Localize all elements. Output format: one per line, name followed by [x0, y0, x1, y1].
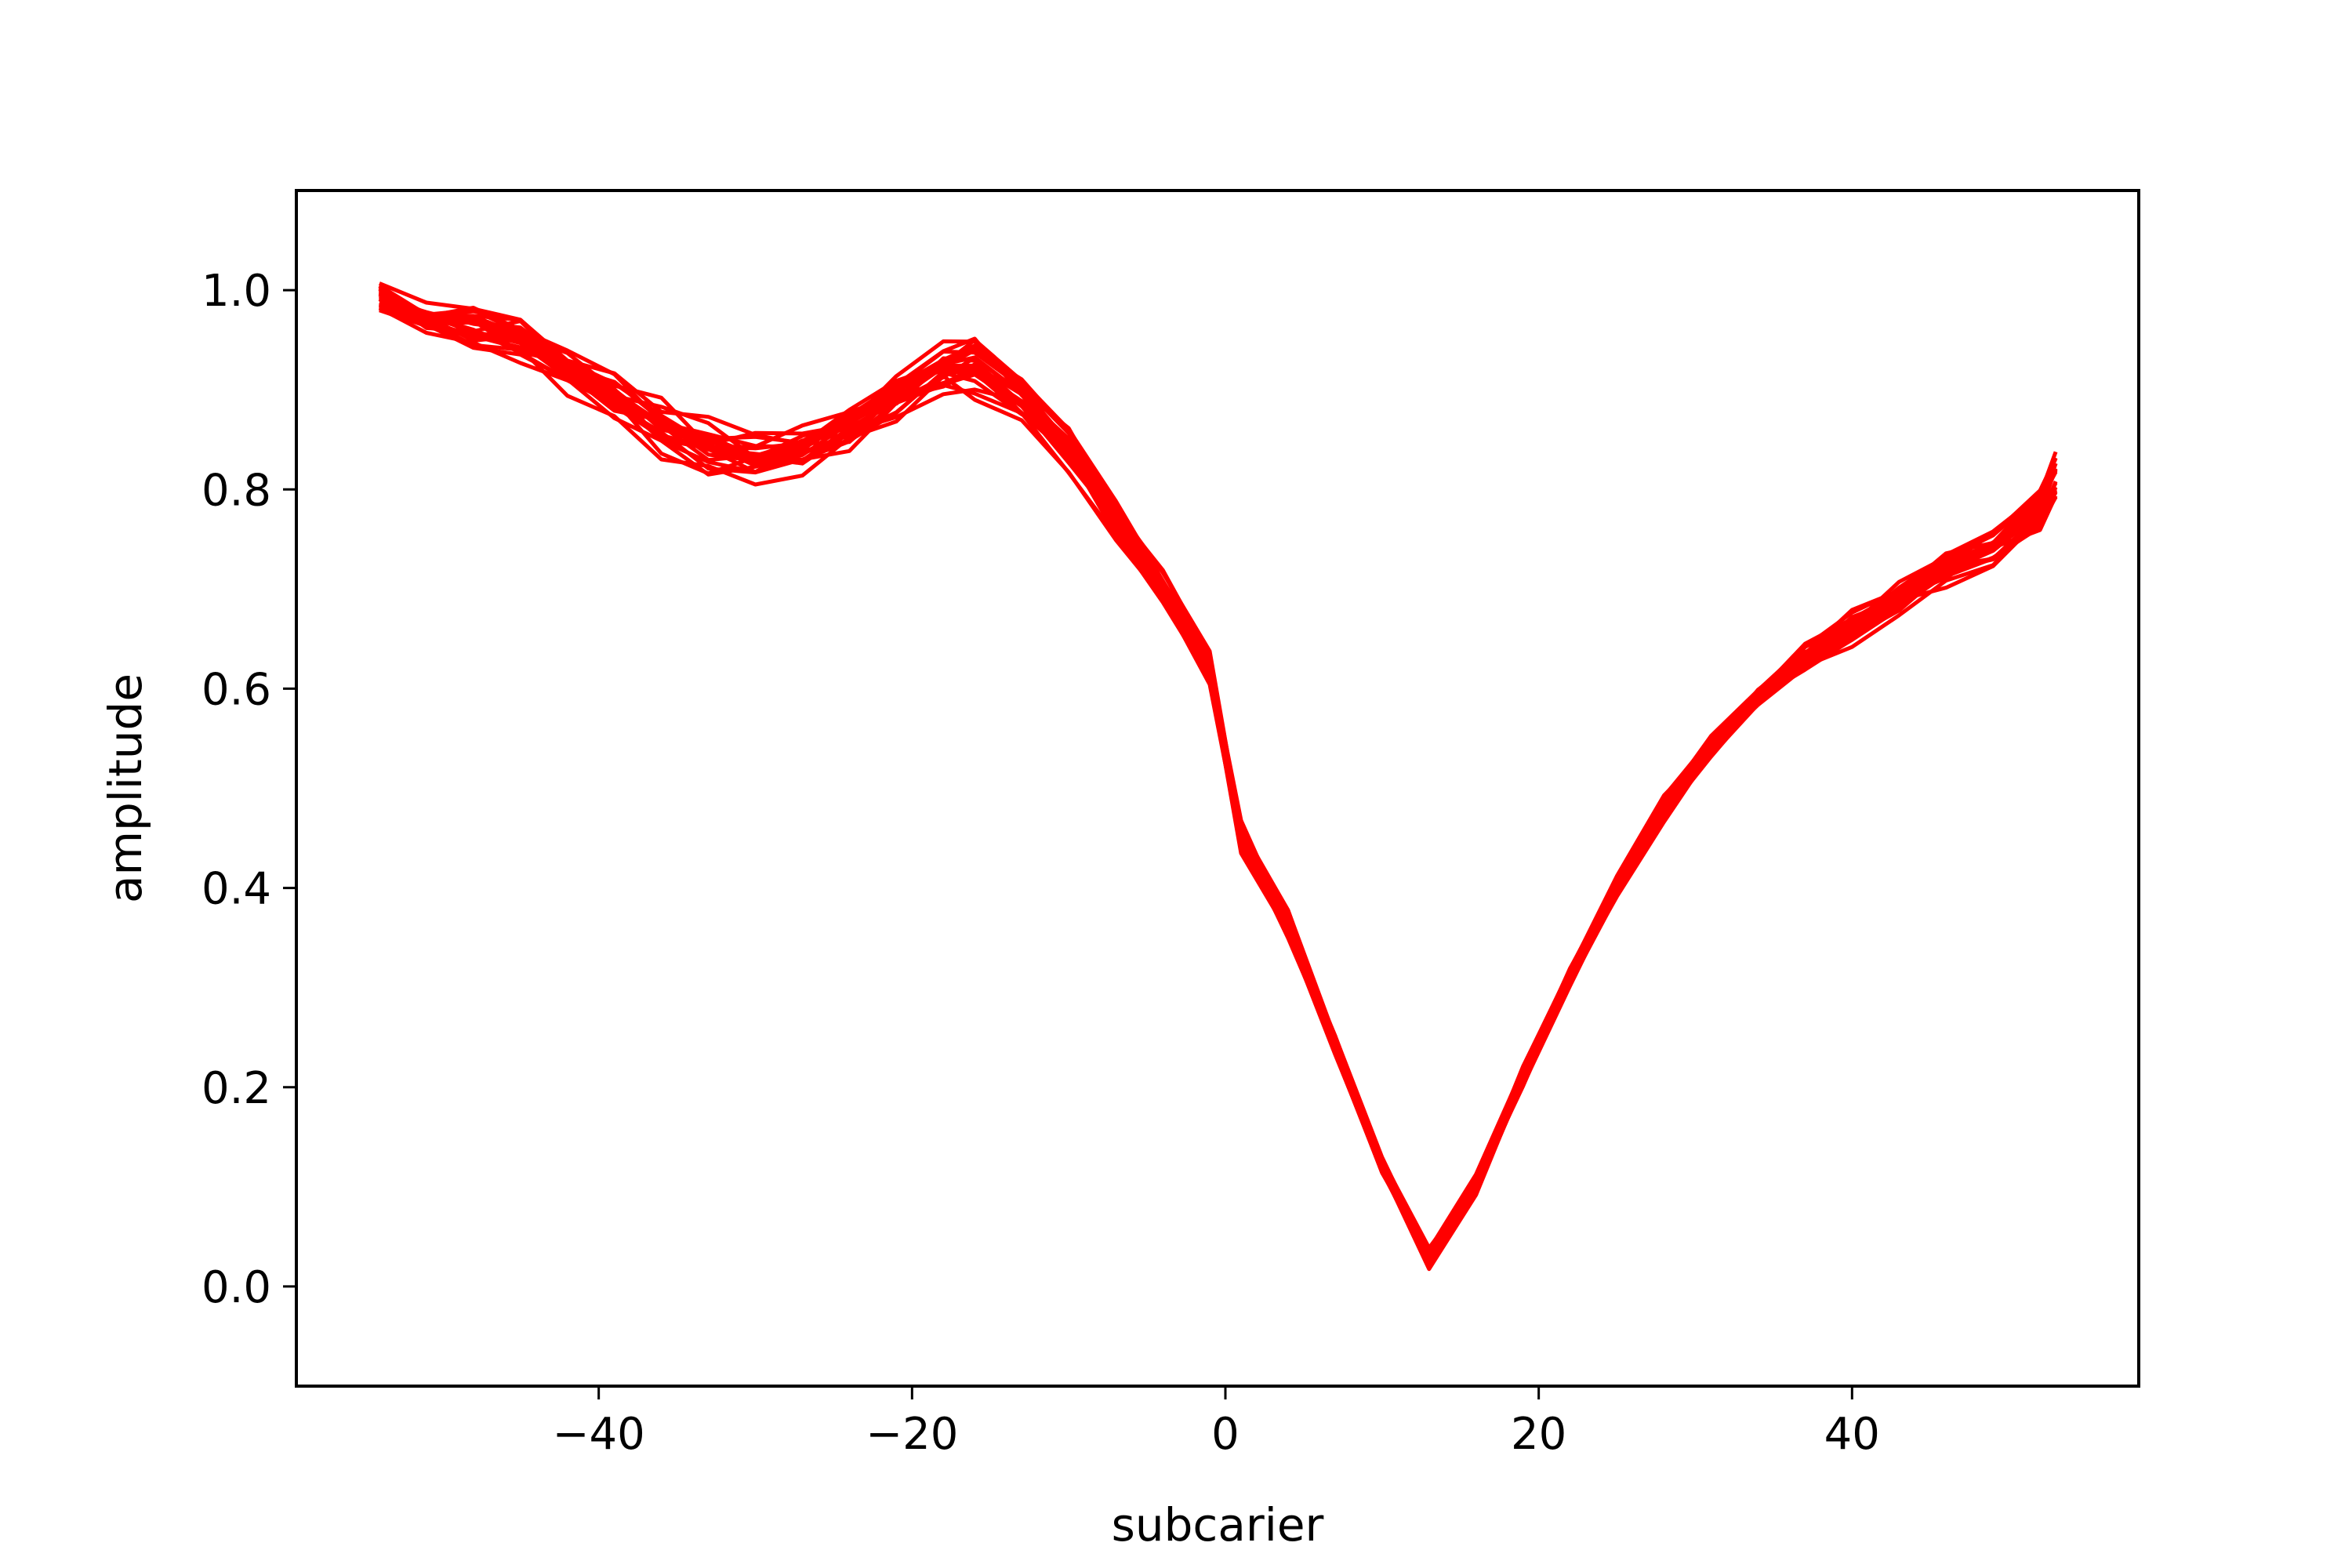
y-tick-label: 0.0	[201, 1262, 271, 1313]
x-tick-label: 20	[1511, 1409, 1566, 1460]
ticks-layer: −40 −20 0 20 40 0.0 0.2 0.4 0.6 0.8 1.0	[201, 266, 1880, 1460]
y-tick-label: 0.6	[201, 664, 271, 715]
amplitude-trace	[379, 308, 2058, 1272]
series-layer	[378, 281, 2058, 1272]
x-tick-label: 0	[1211, 1409, 1240, 1460]
y-tick-label: 1.0	[201, 266, 271, 317]
x-tick-label: 40	[1824, 1409, 1880, 1460]
plot-frame	[295, 189, 2140, 1388]
y-tick-label: 0.4	[201, 864, 271, 915]
y-axis-title: amplitude	[99, 673, 152, 903]
x-tick-label: −20	[866, 1409, 958, 1460]
x-axis-title: subcarier	[1112, 1498, 1324, 1552]
y-tick-label: 0.8	[201, 465, 271, 516]
amplitude-trace	[378, 281, 2058, 1252]
y-tick-label: 0.2	[201, 1063, 271, 1114]
x-tick-label: −40	[553, 1409, 645, 1460]
